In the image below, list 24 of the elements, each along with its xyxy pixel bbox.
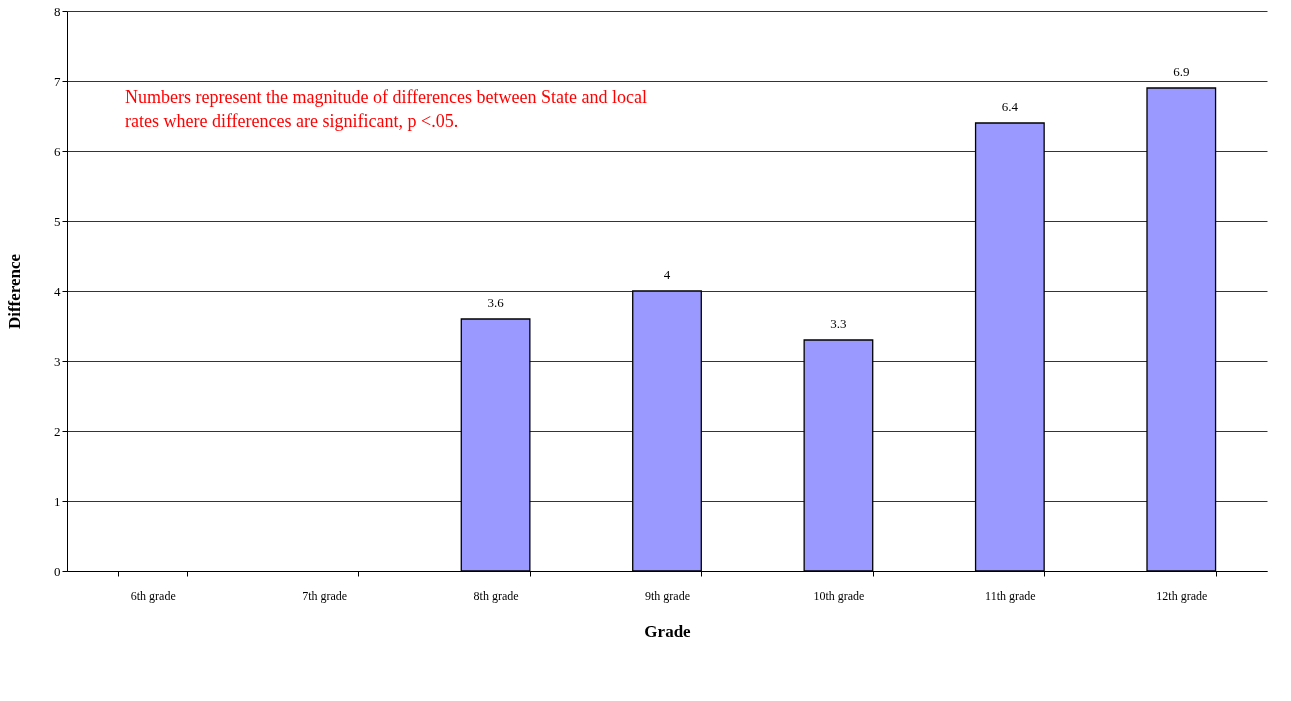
x-tick-label: 7th grade	[302, 588, 348, 603]
data-label: 3.6	[487, 295, 505, 310]
data-label: 6.9	[1173, 64, 1190, 79]
y-tick-label: 7	[54, 73, 61, 89]
y-tick-label: 8	[54, 3, 61, 19]
y-tick-label: 0	[54, 563, 61, 579]
data-label: 4	[663, 267, 671, 282]
y-axis-title: Difference	[5, 253, 24, 330]
data-label: 3.3	[830, 316, 847, 331]
x-tick-label: 11th grade	[985, 588, 1036, 603]
annotation: Numbers represent the magnitude of differences between State and local rates where differences are significant, p <.05.	[125, 87, 647, 131]
y-tick-label: 3	[54, 353, 61, 369]
x-tick-label: 12th grade	[1156, 588, 1208, 603]
y-tick-label: 1	[54, 493, 61, 509]
y-tick-label: 5	[54, 213, 61, 229]
x-tick-label: 10th grade	[813, 588, 865, 603]
data-label: 6.4	[1001, 99, 1019, 114]
x-tick-label: 6th grade	[130, 588, 176, 603]
y-tick-label: 6	[54, 143, 61, 159]
x-axis-title: Grade	[644, 621, 692, 641]
y-tick-label: 4	[54, 283, 61, 299]
x-tick-label: 9th grade	[645, 588, 690, 603]
x-tick-label: 8th grade	[473, 588, 519, 603]
y-tick-label: 2	[54, 423, 61, 439]
